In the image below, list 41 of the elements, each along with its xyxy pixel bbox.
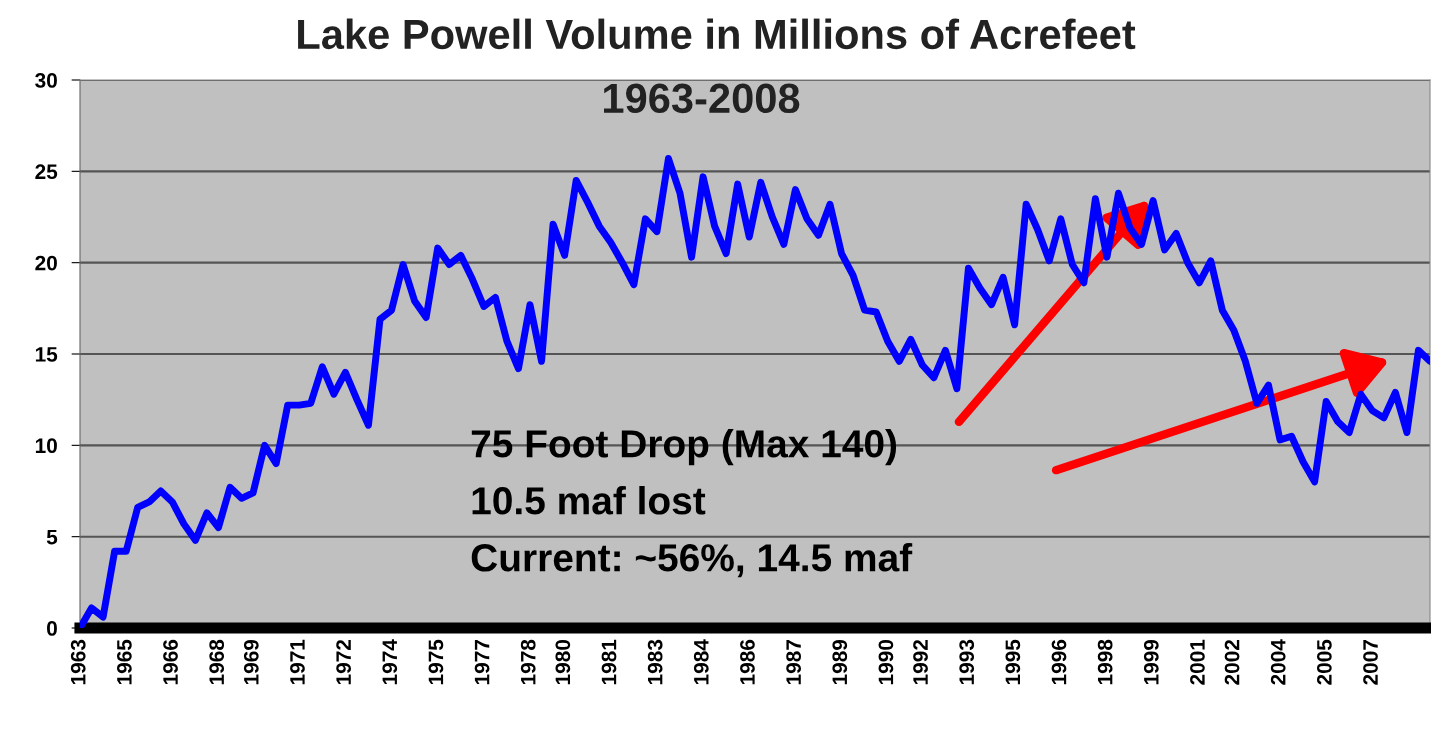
x-tick-label: 1995: [1005, 639, 1021, 685]
x-tick-label: 1990: [878, 639, 894, 685]
x-tick-label: 2002: [1224, 639, 1240, 685]
x-tick-label: 2004: [1270, 639, 1286, 685]
x-tick-label: 1993: [959, 639, 975, 685]
x-tick-label: 1968: [209, 639, 225, 685]
x-tick-label: 1972: [336, 639, 351, 685]
y-tick-label: 20: [35, 255, 57, 271]
x-tick-label: 1986: [740, 639, 755, 685]
y-tick-label: 5: [46, 529, 58, 545]
x-tick-label: 1987: [786, 640, 801, 685]
x-tick-label: 1977: [474, 640, 490, 685]
annotation: Current: ~56%, 14.5 maf: [471, 543, 913, 578]
x-tick-label: 1966: [163, 639, 178, 685]
x-tick-label: 1980: [555, 639, 571, 685]
y-tick-label: 30: [35, 73, 57, 88]
x-tick-label: 1975: [428, 639, 444, 685]
chart-title: Lake Powell Volume in Millions of Acrefeet: [298, 18, 1136, 50]
x-tick-label: 1999: [1143, 639, 1159, 685]
x-tick-label: 2001: [1190, 639, 1205, 685]
x-tick-label: 1974: [382, 639, 398, 685]
y-tick-label: 10: [35, 438, 57, 454]
x-tick-label: 1996: [1051, 639, 1067, 685]
x-tick-label: 2007: [1363, 640, 1378, 685]
x-tick-label: 1981: [601, 639, 617, 685]
chart-subtitle: 1963-2008: [604, 83, 800, 114]
x-tick-label: 1989: [832, 639, 848, 685]
x-tick-label: 2005: [1316, 639, 1332, 685]
x-tick-label: 1965: [116, 639, 132, 685]
x-tick-label: 1992: [913, 639, 928, 685]
x-tick-label: 1984: [693, 639, 709, 685]
x-tick-label: 1969: [243, 639, 259, 685]
x-tick-label: 1983: [647, 639, 663, 685]
y-tick-label: 0: [47, 621, 57, 636]
x-tick-label: 1963: [70, 639, 86, 685]
x-tick-label: 1998: [1097, 639, 1113, 685]
y-tick-label: 15: [35, 347, 58, 362]
annotation: 10.5 maf lost: [472, 486, 706, 515]
y-tick-label: 25: [35, 164, 58, 180]
x-tick-label: 1971: [290, 639, 305, 685]
x-tick-label: 1978: [520, 639, 536, 685]
